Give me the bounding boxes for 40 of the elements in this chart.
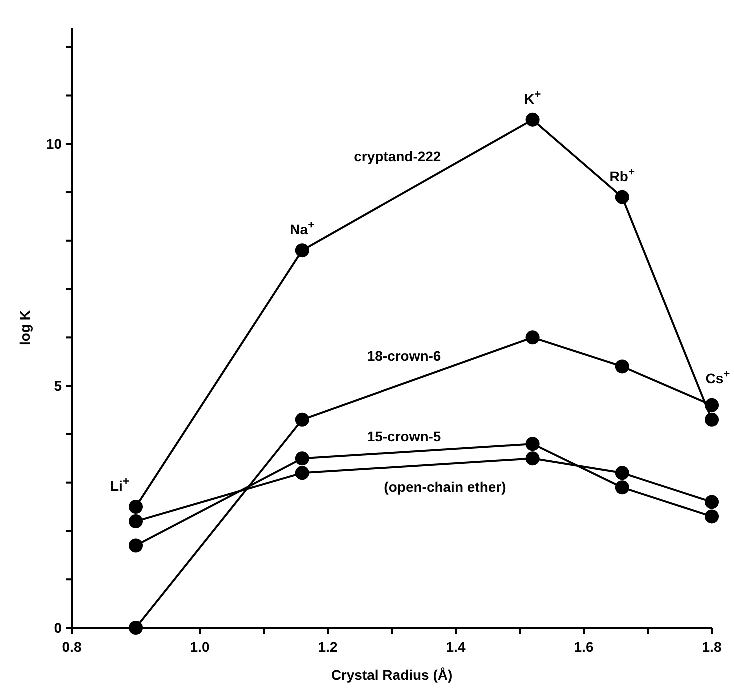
series-label: 18-crown-6: [367, 348, 442, 364]
x-tick-label: 1.4: [446, 639, 466, 655]
annotation: Cs$^{+}$: [706, 368, 731, 386]
point: [295, 244, 310, 258]
annotation: Na$^{+}$: [290, 220, 316, 238]
point: [526, 437, 540, 452]
point: [295, 412, 310, 427]
point: [526, 452, 540, 466]
x-tick-label: 1.8: [702, 639, 722, 655]
x-tick-label: 1.2: [318, 639, 338, 655]
y-axis-title: log K: [17, 310, 33, 346]
y-tick-label: 10: [46, 136, 62, 152]
point: [705, 398, 719, 412]
point: [526, 112, 540, 127]
y-tick-label: 5: [54, 378, 62, 394]
annotation: Li$^{+}$: [110, 476, 130, 494]
point: [129, 514, 143, 529]
point: [526, 330, 540, 345]
point: [705, 412, 719, 427]
series-label: 15-crown-5: [367, 428, 442, 445]
x-tick-label: 1.0: [190, 639, 210, 655]
y-tick-label: 0: [54, 620, 62, 636]
point: [615, 466, 630, 480]
point: [705, 510, 719, 524]
point: [295, 466, 310, 480]
annotation: Rb$^{+}$: [610, 166, 636, 184]
x-tick-label: 0.8: [62, 639, 82, 655]
series-label: cryptand-222: [354, 148, 442, 165]
point: [129, 538, 143, 553]
point: [295, 452, 310, 466]
point: [705, 495, 719, 510]
x-tick-label: 1.6: [574, 639, 594, 655]
point: [129, 621, 143, 635]
annotation: K$^{+}$: [524, 88, 542, 107]
point: [615, 190, 630, 204]
point: [615, 360, 630, 374]
point: [615, 480, 630, 495]
x-axis-title: Crystal Radius (Å): [331, 667, 453, 683]
series-label: (open-chain ether): [384, 479, 506, 496]
point: [129, 500, 143, 514]
